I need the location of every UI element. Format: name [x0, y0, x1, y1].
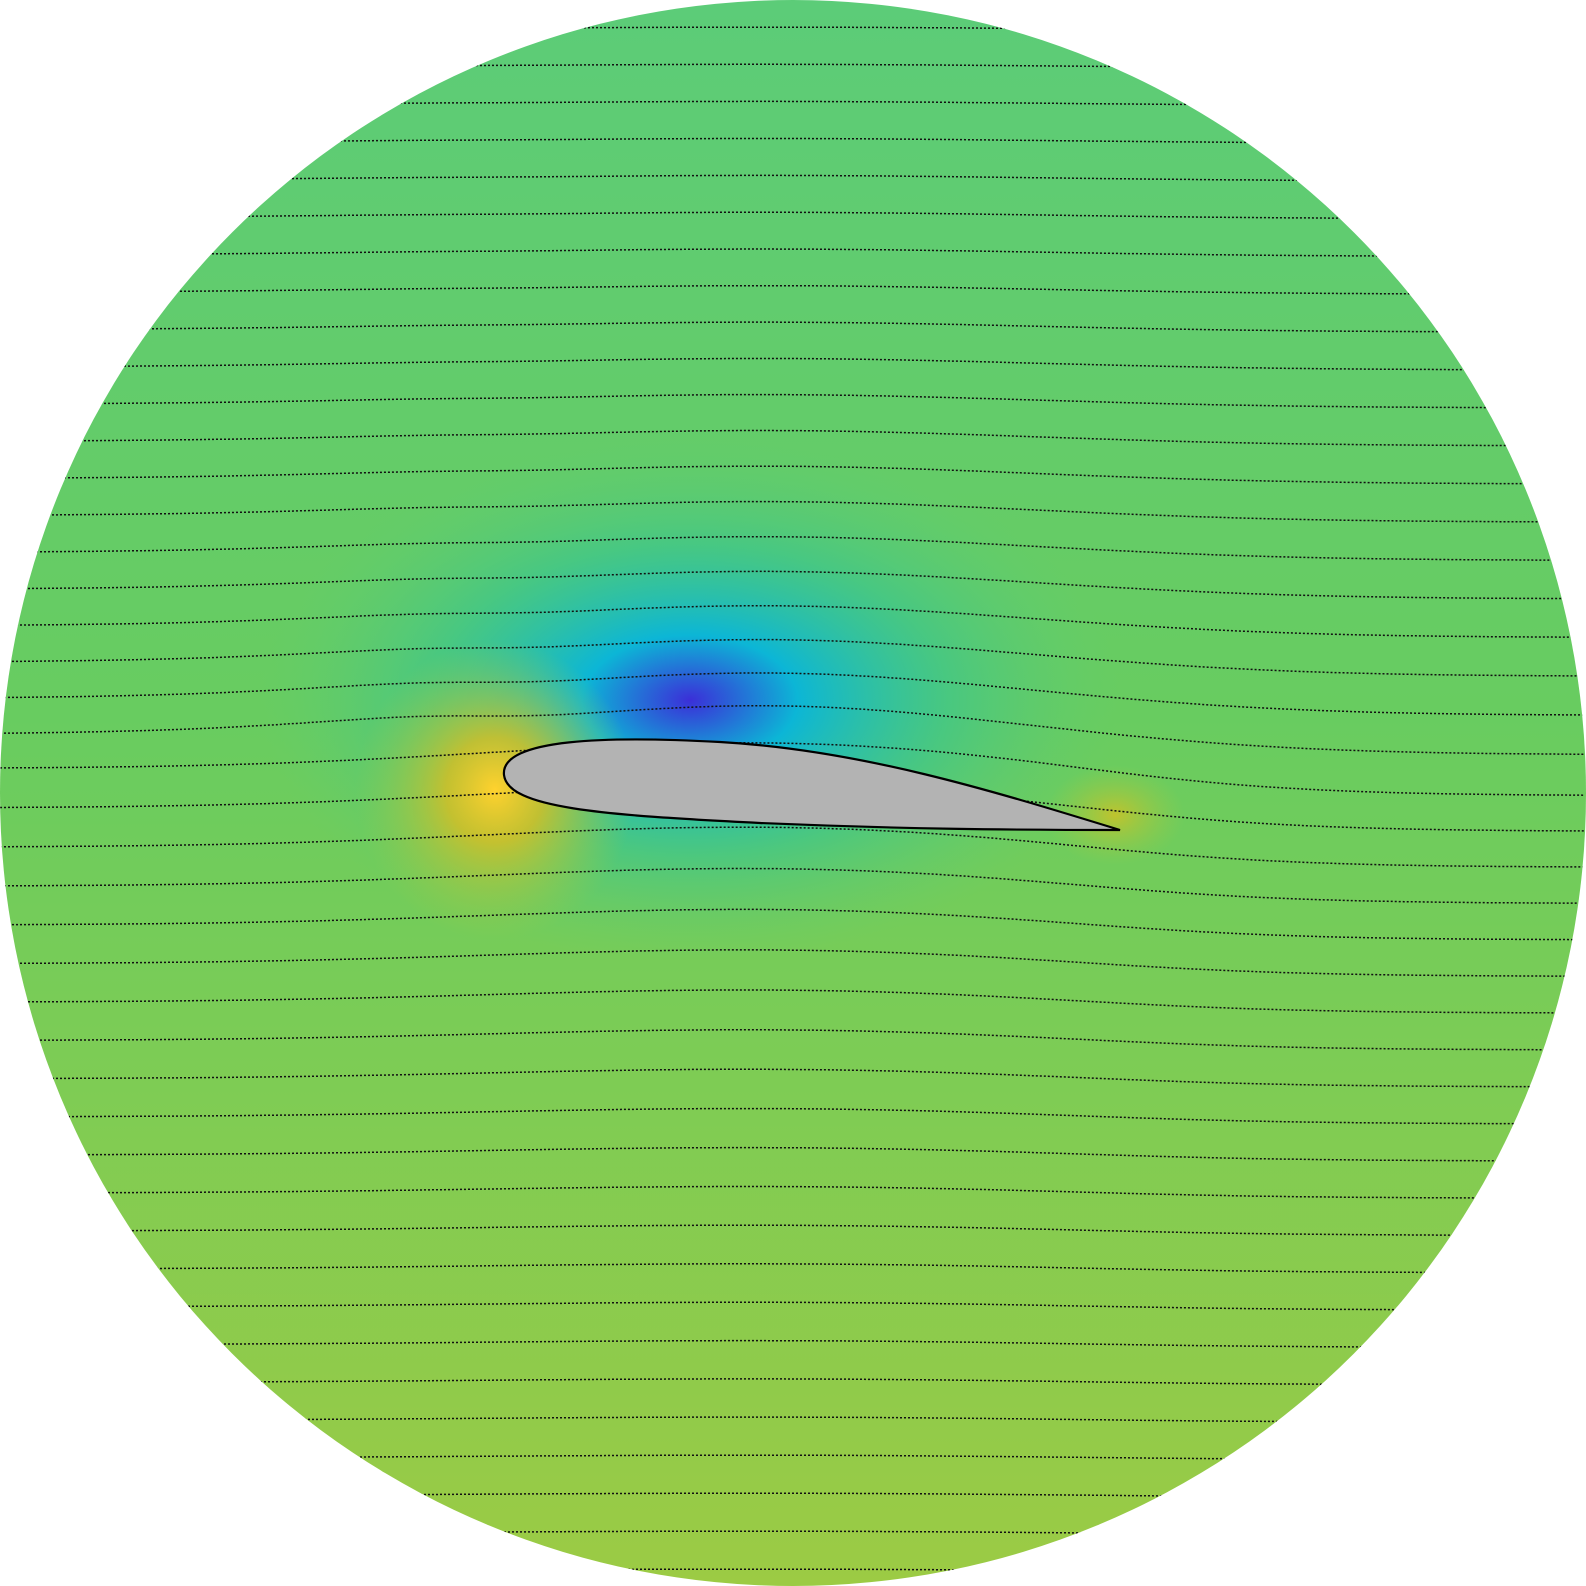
streamline: [0, 742, 1585, 796]
streamline: [0, 672, 1584, 716]
streamline: [0, 638, 1584, 677]
streamline: [0, 535, 1584, 561]
streamline: [0, 1029, 1584, 1051]
streamline: [0, 949, 1584, 977]
streamline: [0, 605, 1585, 638]
streamline: [0, 1068, 1584, 1088]
trailing-edge-region: [1045, 765, 1185, 865]
streamline: [0, 429, 1584, 447]
streamline: [0, 1301, 1584, 1311]
streamline: [0, 908, 1584, 941]
streamline: [0, 321, 1584, 333]
streamline: [0, 500, 1584, 523]
streamline: [0, 1107, 1584, 1125]
streamline: [0, 1339, 1584, 1349]
streamline: [0, 1378, 1584, 1386]
airfoil-shape: [502, 738, 1121, 832]
streamline: [0, 465, 1584, 485]
streamline: [0, 211, 1584, 220]
streamline: [0, 570, 1584, 600]
streamline: [0, 1224, 1585, 1237]
streamline: [0, 357, 1584, 371]
streamline: [0, 1146, 1584, 1162]
streamline: [0, 705, 1585, 756]
streamline: [0, 393, 1584, 409]
streamline: [0, 248, 1584, 258]
streamline: [0, 1263, 1584, 1274]
streamline: [0, 1185, 1584, 1199]
streamline: [0, 826, 1584, 868]
streamline: [0, 284, 1584, 295]
streamline: [0, 989, 1584, 1014]
streamline: [0, 867, 1585, 904]
